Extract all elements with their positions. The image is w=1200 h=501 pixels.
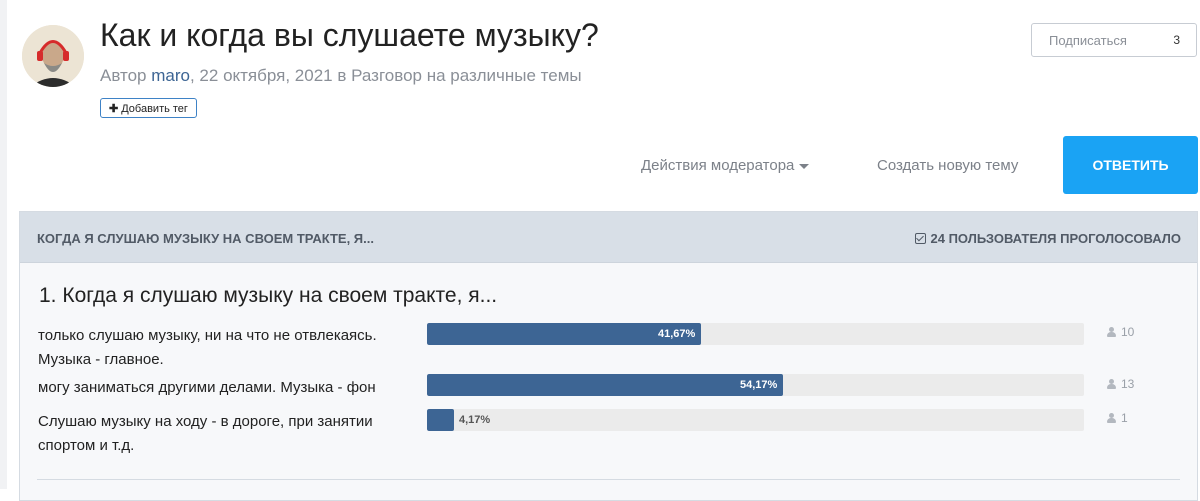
poll-choice-voters[interactable]: 10 <box>1107 325 1134 339</box>
poll-bar-fill <box>427 409 454 431</box>
add-tag-label: Добавить тег <box>121 103 188 115</box>
poll-bar-track: 4,17% <box>427 409 1084 431</box>
check-square-icon <box>914 233 926 244</box>
poll-choice-label: Слушаю музыку на ходу - в дороге, при за… <box>38 413 373 454</box>
voter-count: 1 <box>1121 411 1128 425</box>
voter-count: 10 <box>1121 325 1135 339</box>
follow-button[interactable]: Подписаться 3 <box>1031 23 1197 57</box>
author-avatar[interactable] <box>22 25 84 87</box>
moderator-actions-menu[interactable]: Действия модератора <box>641 157 810 174</box>
poll-bar-track: 54,17% <box>427 374 1084 396</box>
poll-question: 1. Когда я слушаю музыку на своем тракте… <box>39 284 498 307</box>
user-icon <box>1107 379 1116 389</box>
user-icon <box>1107 413 1116 423</box>
caret-down-icon <box>799 163 810 169</box>
poll-choice-label: могу заниматься другими делами. Музыка -… <box>38 379 376 396</box>
new-topic-link[interactable]: Создать новую тему <box>877 157 1019 174</box>
poll-choice-label: только слушаю музыку, ни на что не отвле… <box>38 327 377 368</box>
poll-choice-voters[interactable]: 13 <box>1107 377 1134 391</box>
poll-percent: 4,17% <box>459 414 491 426</box>
byline-prefix: Автор <box>100 66 147 85</box>
poll-voters-count[interactable]: 24 ПОЛЬЗОВАТЕЛЯ ПРОГОЛОСОВАЛО <box>914 231 1181 246</box>
poll-divider <box>37 479 1180 480</box>
voter-count: 13 <box>1121 377 1135 391</box>
poll-percent: 41,67% <box>658 328 696 340</box>
topic-title: Как и когда вы слушаете музыку? <box>100 17 599 53</box>
poll-choice-voters[interactable]: 1 <box>1107 411 1128 425</box>
poll-percent: 54,17% <box>740 379 778 391</box>
poll-voters-label: 24 ПОЛЬЗОВАТЕЛЯ ПРОГОЛОСОВАЛО <box>930 231 1181 246</box>
poll-header: КОГДА Я СЛУШАЮ МУЗЫКУ НА СВОЕМ ТРАКТЕ, Я… <box>20 212 1197 263</box>
left-edge <box>0 0 7 489</box>
poll-bar-fill <box>427 374 783 396</box>
author-link[interactable]: maro <box>151 66 190 85</box>
forum-link[interactable]: Разговор на различные темы <box>351 66 582 85</box>
moderator-actions-label: Действия модератора <box>641 157 795 174</box>
poll-bar-fill <box>427 323 701 345</box>
reply-button[interactable]: ОТВЕТИТЬ <box>1063 136 1198 194</box>
poll-panel: КОГДА Я СЛУШАЮ МУЗЫКУ НА СВОЕМ ТРАКТЕ, Я… <box>19 211 1198 501</box>
topic-date: , 22 октября, 2021 в <box>189 66 347 85</box>
poll-title: КОГДА Я СЛУШАЮ МУЗЫКУ НА СВОЕМ ТРАКТЕ, Я… <box>37 231 374 246</box>
poll-bar-track: 41,67% <box>427 323 1084 345</box>
add-tag-button[interactable]: ✚ Добавить тег <box>100 98 197 118</box>
avatar-image <box>22 25 84 87</box>
follower-count: 3 <box>1173 33 1180 47</box>
topic-byline: Автор maro, 22 октября, 2021 в Разговор … <box>100 66 582 86</box>
follow-label: Подписаться <box>1049 33 1127 48</box>
user-icon <box>1107 327 1116 337</box>
plus-icon: ✚ <box>109 103 119 115</box>
